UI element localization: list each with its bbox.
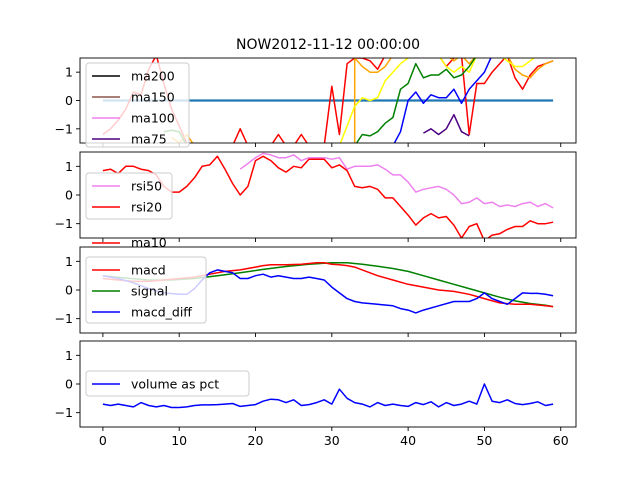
y-tick-label: −1 [55,216,73,231]
legend-label: volume as pct [131,377,219,392]
x-tick-label: 0 [99,433,107,448]
overflow-legend-label: ma10 [131,235,167,250]
legend: ma200 ma150 ma100 ma75 [85,62,190,148]
legend-label: rsi50 [131,179,162,194]
legend-label: ma100 [131,111,175,126]
legend-box [85,62,190,148]
legend-label: ma75 [131,132,167,147]
y-tick-label: −1 [55,405,73,420]
legend-label: ma200 [131,69,175,84]
legend-box [85,256,207,324]
legend-label: macd [131,263,166,278]
series-line-ma30 [339,58,536,143]
legend: macd signal macd_diff [85,256,207,324]
y-tick-label: −1 [55,311,73,326]
y-tick-label: 1 [65,159,73,174]
x-tick-label: 30 [324,433,340,448]
panel-lines [102,152,554,238]
panel-3: −1 0 1 macd signal macd_diff [55,246,577,337]
y-tick-label: 0 [65,93,73,108]
series-line-ma40 [163,58,476,143]
panel-2: −1 0 1 rsi50 rsi20 [55,151,577,242]
series-line-rsi50 [239,152,554,209]
legend-box [85,370,250,397]
chart-title: NOW2012-11-12 00:00:00 [236,37,420,53]
y-tick-label: 0 [65,283,73,298]
legend-label: signal [131,284,168,299]
legend-label: rsi20 [131,200,162,215]
x-tick-label: 50 [476,433,492,448]
panels: −101 ma200ma150ma100ma75−101rsi50rsi20−10… [55,57,577,448]
y-tick-label: 1 [65,254,73,269]
legend-label: ma150 [131,90,175,105]
x-tick-label: 40 [400,433,416,448]
y-tick-label: −1 [55,121,73,136]
series-line-rsi20 [102,155,554,238]
y-tick-label: 1 [65,348,73,363]
series-line-ma50 [393,58,492,143]
y-tick-label: 0 [65,188,73,203]
y-tick-label: 1 [65,65,73,80]
panel-lines [102,383,554,409]
series-line-ma20 [171,58,554,143]
legend: volume as pct [85,370,250,397]
series-line-volume-as-pct [102,383,554,409]
x-tick-label: 10 [171,433,187,448]
x-tick-label: 20 [248,433,264,448]
x-tick-label: 60 [553,433,569,448]
series-line-ma75 [423,113,470,137]
y-tick-label: 0 [65,377,73,392]
legend-label: macd_diff [131,305,192,320]
panel-1: −1 0 1 ma200 ma150 ma100 ma75 [55,57,577,148]
legend: rsi50 rsi20 [85,172,173,220]
